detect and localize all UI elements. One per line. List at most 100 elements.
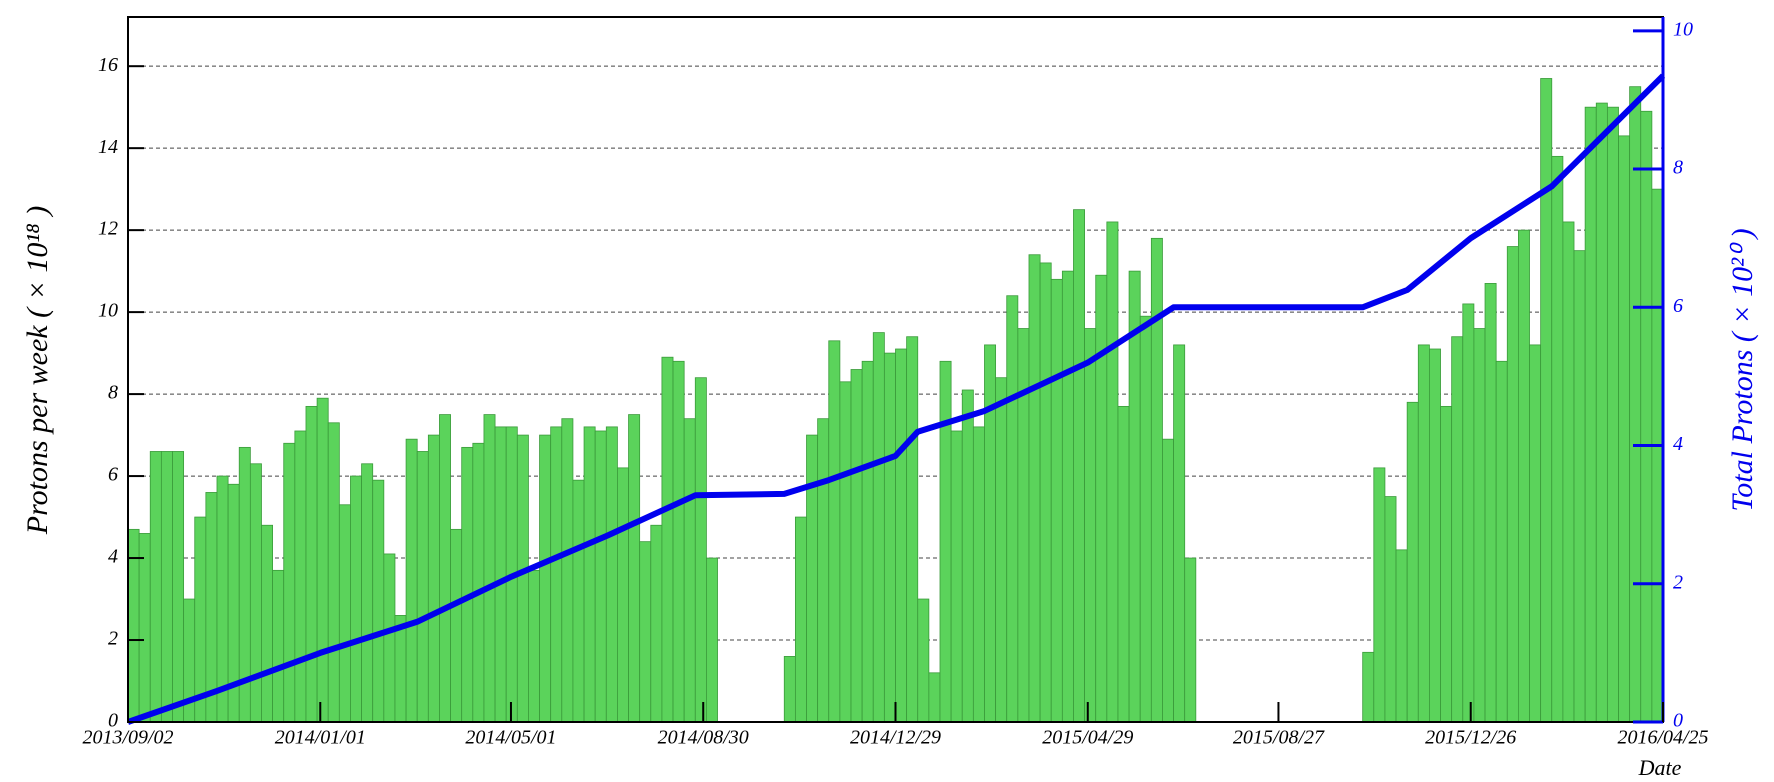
bar (1395, 549, 1408, 723)
bar (1017, 328, 1030, 723)
bar (561, 418, 574, 723)
bar (294, 430, 307, 723)
bar (1540, 78, 1553, 723)
bar (939, 360, 952, 723)
bar (1595, 102, 1608, 723)
y2-axis-label: Total Protons ( × 10²⁰ ) (1726, 228, 1759, 511)
y2-tick-label: 8 (1673, 157, 1683, 179)
x-tick-label: 2014/05/01 (465, 727, 556, 749)
y2-tick-label: 0 (1673, 710, 1683, 732)
x-axis-label: Date (1638, 755, 1682, 780)
y2-tick-label: 6 (1673, 295, 1683, 317)
bar (683, 418, 696, 723)
bar (1028, 254, 1041, 723)
bar (416, 451, 429, 723)
y-tick-label: 0 (108, 710, 118, 732)
bar (1562, 221, 1575, 723)
y-tick-label: 6 (108, 464, 118, 486)
bar (461, 446, 474, 723)
bar (405, 438, 418, 723)
bar (1529, 344, 1542, 723)
bar (906, 336, 919, 723)
bar (1150, 237, 1163, 723)
bar (917, 598, 930, 723)
bar (516, 434, 529, 723)
bar (1095, 274, 1108, 723)
bar (928, 672, 941, 723)
bar (1162, 438, 1174, 723)
bar (1506, 246, 1519, 723)
bar (1629, 86, 1642, 723)
x-tick-label: 2014/08/30 (658, 727, 749, 749)
bar (594, 430, 607, 723)
bar (1373, 467, 1386, 723)
bar (950, 430, 963, 723)
bar (706, 557, 718, 723)
x-tick-label: 2016/04/25 (1617, 727, 1708, 749)
bar (283, 442, 296, 723)
bar (861, 360, 874, 723)
cumulative-line (127, 73, 1666, 725)
bar (794, 516, 807, 723)
bar (1584, 106, 1597, 723)
bar (1384, 496, 1397, 723)
bar (550, 426, 563, 723)
bar (261, 524, 274, 723)
y2-tick-label: 10 (1673, 18, 1693, 40)
bar (883, 352, 896, 723)
bar (450, 528, 463, 723)
bar (528, 569, 540, 723)
bar (1429, 348, 1441, 723)
bar (494, 426, 507, 723)
bar (572, 479, 585, 723)
bar (472, 442, 485, 723)
bar (1139, 315, 1152, 723)
bar (806, 434, 819, 723)
bar (1184, 557, 1197, 723)
bar (160, 451, 173, 723)
bar (1084, 328, 1097, 723)
bar (1406, 401, 1419, 723)
bar (194, 516, 207, 723)
bar (850, 369, 863, 723)
bar (872, 332, 885, 723)
bar (995, 377, 1008, 723)
bar (628, 414, 641, 723)
bar (1640, 110, 1653, 723)
bar (661, 356, 674, 723)
bar (1106, 221, 1119, 723)
bar (783, 656, 796, 723)
y2-tick-label: 4 (1673, 433, 1683, 455)
bar (172, 451, 185, 723)
bar (1573, 250, 1586, 723)
x-tick-label: 2013/09/02 (82, 727, 173, 749)
bar (617, 467, 629, 723)
x-tick-label: 2015/08/27 (1233, 727, 1325, 749)
bar (1451, 336, 1464, 723)
bar (961, 389, 974, 723)
bar (1473, 328, 1486, 723)
bar (427, 434, 440, 723)
bar (1495, 360, 1508, 723)
bar (1606, 106, 1619, 723)
bar (350, 475, 362, 723)
bar (895, 348, 908, 723)
bar (650, 524, 663, 723)
bar (1362, 651, 1375, 723)
bar (539, 434, 552, 723)
y2-tick-label: 2 (1673, 571, 1683, 593)
bar (361, 463, 374, 723)
bar (1073, 209, 1085, 723)
bar (1440, 405, 1453, 723)
bar (694, 377, 707, 723)
bar (1006, 295, 1019, 723)
bar (1117, 405, 1130, 723)
bar (316, 397, 329, 723)
bar (972, 426, 985, 723)
bar (1050, 278, 1063, 723)
x-tick-label: 2014/01/01 (275, 727, 366, 749)
bar (605, 426, 618, 723)
bar (327, 422, 340, 723)
bar (149, 451, 162, 723)
